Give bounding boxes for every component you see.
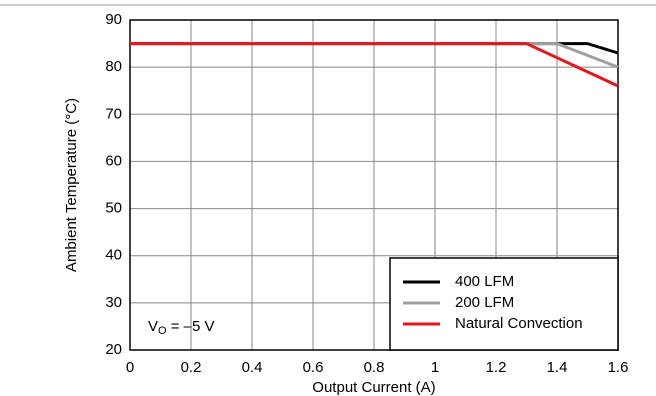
y-axis-label: Ambient Temperature (°C) xyxy=(63,98,80,272)
y-tick-label: 50 xyxy=(105,200,122,217)
x-axis-label: Output Current (A) xyxy=(312,379,435,396)
legend-label: Natural Convection xyxy=(455,315,583,332)
x-tick-label: 0.4 xyxy=(242,359,263,376)
y-tick-label: 40 xyxy=(105,247,122,264)
x-tick-label: 1.6 xyxy=(608,359,629,376)
y-tick-label: 60 xyxy=(105,152,122,169)
annotation: VO = –5 V xyxy=(148,318,215,337)
annotation-main: V xyxy=(148,318,158,335)
x-tick-label: 0.8 xyxy=(364,359,385,376)
x-tick-label: 0.2 xyxy=(181,359,202,376)
y-tick-label: 20 xyxy=(105,341,122,358)
x-tick-label: 1.4 xyxy=(547,359,568,376)
plot-frame xyxy=(129,19,619,351)
y-tick-label: 90 xyxy=(105,11,122,28)
x-tick-label: 1 xyxy=(431,359,439,376)
x-tick-label: 0 xyxy=(126,359,134,376)
x-tick-label: 1.2 xyxy=(486,359,507,376)
annotation-subscript: O xyxy=(158,325,167,337)
x-tick-label: 0.6 xyxy=(303,359,324,376)
series-line xyxy=(130,42,619,88)
y-tick-label: 70 xyxy=(105,105,122,122)
y-tick-label: 80 xyxy=(105,58,122,75)
legend-label: 200 LFM xyxy=(455,294,514,311)
legend-label: 400 LFM xyxy=(455,273,514,290)
y-tick-label: 30 xyxy=(105,294,122,311)
